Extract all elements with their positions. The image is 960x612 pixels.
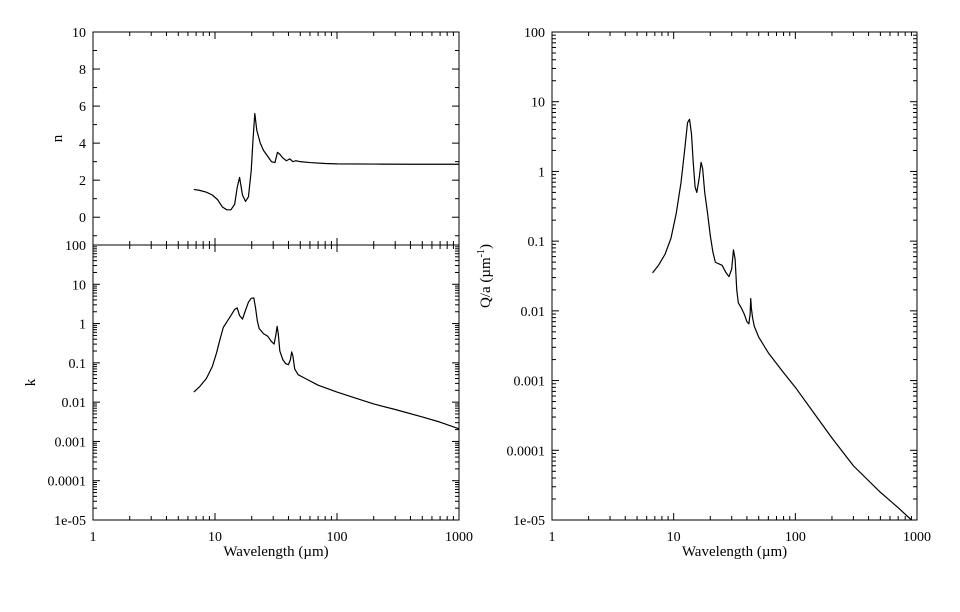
q-x-tick-label: 10 bbox=[667, 530, 681, 545]
k-y-tick-label: 0.0001 bbox=[48, 475, 87, 490]
y-axis-title-main: Q/a (µm bbox=[478, 257, 494, 308]
y-axis-title-superscript: -1 bbox=[476, 249, 487, 257]
n-y-tick-label: 4 bbox=[79, 137, 86, 152]
k-y-tick-label: 10 bbox=[72, 278, 86, 293]
q-y-tick-label: 10 bbox=[531, 96, 545, 111]
q-y-tick-label: 0.001 bbox=[514, 375, 546, 390]
k-x-tick-label: 100 bbox=[327, 530, 348, 545]
n-y-tick-label: 2 bbox=[79, 174, 86, 189]
k-x-axis-title: Wavelength (µm) bbox=[223, 544, 328, 560]
q-x-axis-title: Wavelength (µm) bbox=[682, 544, 787, 560]
k-series-line bbox=[193, 297, 460, 430]
k-y-tick-label: 0.001 bbox=[55, 435, 87, 450]
n-y-axis-title: n bbox=[50, 134, 66, 142]
k-panel: 1 10 100 10001e-050.00010.0010.010.1110100W… bbox=[23, 239, 473, 560]
k-y-axis-title: k bbox=[23, 378, 39, 386]
n-y-tick-label: 0 bbox=[79, 211, 86, 226]
k-x-tick-label: 1000 bbox=[445, 530, 473, 545]
q-x-tick-label: 1000 bbox=[903, 530, 931, 545]
k-x-tick-label: 1 bbox=[90, 530, 97, 545]
y-axis-title-close: ) bbox=[478, 244, 494, 249]
q-x-tick-label: 100 bbox=[785, 530, 806, 545]
k-x-tick-label: 10 bbox=[208, 530, 222, 545]
q-series-line bbox=[652, 118, 912, 521]
k-y-tick-label: 1 bbox=[79, 318, 86, 333]
n-y-tick-label: 6 bbox=[79, 100, 86, 115]
q-y-tick-label: 100 bbox=[524, 26, 545, 41]
k-y-tick-label: 0.01 bbox=[62, 396, 87, 411]
n-series-line bbox=[193, 112, 459, 211]
k-y-tick-label: 100 bbox=[65, 239, 86, 254]
q-x-tick-label: 1 bbox=[549, 530, 556, 545]
n-y-tick-label: 10 bbox=[72, 26, 86, 41]
q-y-tick-label: 0.01 bbox=[521, 305, 546, 320]
k-plot-frame bbox=[92, 244, 460, 521]
q-plot-frame bbox=[551, 31, 918, 521]
q-y-tick-label: 1 bbox=[538, 165, 545, 180]
k-y-tick-label: 1e-05 bbox=[54, 514, 86, 529]
n-y-tick-label: 8 bbox=[79, 63, 86, 78]
q-y-axis-title: Q/a (µm-1) bbox=[476, 244, 494, 308]
k-y-tick-label: 0.1 bbox=[69, 357, 87, 372]
q-y-tick-label: 0.0001 bbox=[507, 444, 546, 459]
n-panel: 0 2 4 6 8 10 n bbox=[50, 26, 460, 246]
q-y-tick-label: 1e-05 bbox=[513, 514, 545, 529]
n-plot-frame bbox=[92, 31, 460, 246]
q-y-tick-label: 0.1 bbox=[528, 235, 546, 250]
q-panel: 1 10 100 10001e-050.00010.0010.010.1110100W… bbox=[476, 26, 931, 560]
